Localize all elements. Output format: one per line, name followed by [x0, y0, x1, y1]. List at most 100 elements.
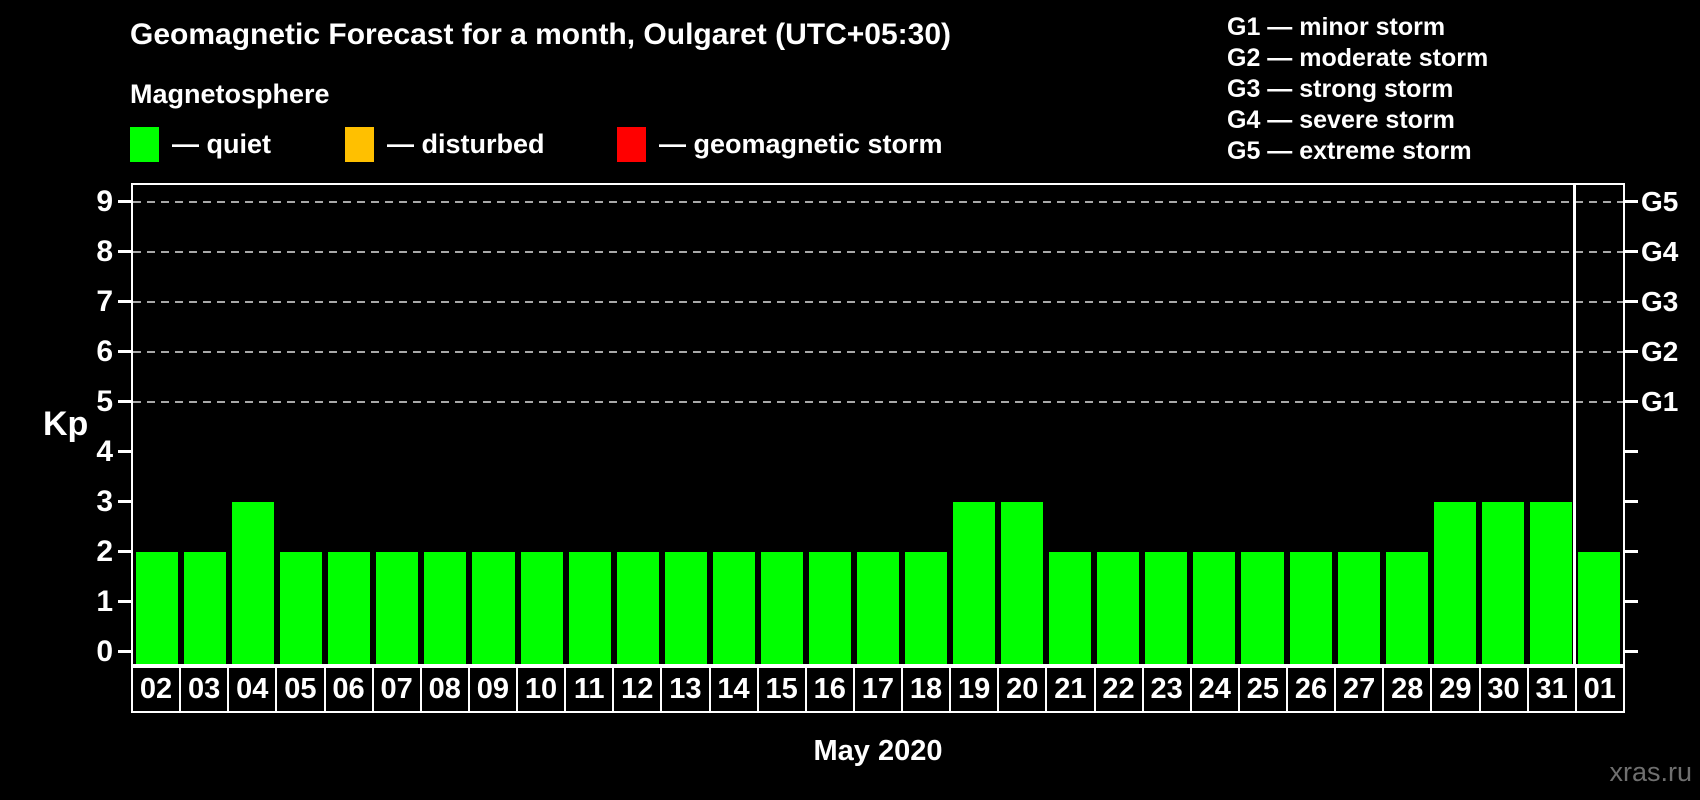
bar-day-31 [1529, 501, 1572, 664]
month-separator-line [1573, 185, 1577, 664]
right-tick-kp-8 [1625, 250, 1638, 253]
y-tick-label-0: 0 [96, 634, 113, 668]
legend-item-quiet: — quiet [130, 126, 271, 162]
bar-day-11 [568, 551, 611, 664]
bar-day-18 [905, 551, 948, 664]
y-tick-label-1: 1 [96, 584, 113, 618]
date-cell-23: 23 [1141, 666, 1192, 713]
bar-day-13 [664, 551, 707, 664]
right-axis-label-g5: G5 [1641, 185, 1679, 217]
date-cell-03: 03 [179, 666, 230, 713]
date-cell-10: 10 [516, 666, 567, 713]
bar-day-09 [472, 551, 515, 664]
right-axis-label-g3: G3 [1641, 285, 1679, 317]
date-cell-08: 08 [419, 666, 470, 713]
bar-day-19 [953, 501, 996, 664]
right-tick-kp-9 [1625, 200, 1638, 203]
legend-item-disturbed: — disturbed [345, 126, 545, 162]
bar-day-17 [856, 551, 900, 664]
right-axis-label-g1: G1 [1641, 385, 1679, 417]
left-tick-kp-4 [118, 450, 131, 453]
right-tick-kp-6 [1625, 350, 1638, 353]
date-cell-26: 26 [1286, 666, 1337, 713]
bar-day-04 [232, 501, 275, 664]
plot-inner [133, 185, 1623, 664]
bar-day-10 [520, 551, 563, 664]
bar-day-16 [808, 551, 851, 664]
date-cell-04: 04 [227, 666, 278, 713]
bar-day-02 [136, 551, 179, 664]
y-tick-label-2: 2 [96, 534, 113, 568]
bar-day-06 [328, 551, 371, 664]
date-cell-29: 29 [1430, 666, 1481, 713]
y-tick-label-9: 9 [96, 184, 113, 218]
y-tick-label-8: 8 [96, 234, 113, 268]
y-tick-label-3: 3 [96, 484, 113, 518]
chart-title: Geomagnetic Forecast for a month, Oulgar… [130, 18, 952, 51]
geomagnetic-storm-color-swatch [617, 126, 646, 162]
date-cell-01: 01 [1574, 666, 1625, 713]
date-cell-30: 30 [1478, 666, 1529, 713]
right-tick-kp-3 [1625, 500, 1638, 503]
y-tick-label-6: 6 [96, 334, 113, 368]
y-axis-title: Kp [43, 405, 89, 443]
bar-day-03 [184, 551, 227, 664]
storm-scale-g3: G3 — strong storm [1227, 75, 1454, 103]
date-cell-07: 07 [371, 666, 422, 713]
date-cell-21: 21 [1045, 666, 1096, 713]
date-cell-02: 02 [131, 666, 182, 713]
right-tick-kp-7 [1625, 300, 1638, 303]
bar-day-08 [424, 551, 467, 664]
storm-scale-g4: G4 — severe storm [1227, 106, 1455, 134]
bar-day-05 [280, 551, 323, 664]
legend-label-geomagnetic-storm: — geomagnetic storm [659, 128, 943, 159]
right-tick-kp-0 [1625, 650, 1638, 653]
bar-day-20 [1001, 501, 1044, 664]
gridline-kp-6 [133, 350, 1623, 353]
quiet-color-swatch [130, 126, 159, 162]
left-tick-kp-7 [118, 300, 131, 303]
legend-heading: Magnetosphere [130, 79, 330, 109]
plot-area [131, 183, 1625, 666]
bar-day-25 [1241, 551, 1284, 664]
date-cell-11: 11 [564, 666, 615, 713]
gridline-kp-5 [133, 400, 1623, 403]
date-cell-24: 24 [1189, 666, 1240, 713]
date-cell-12: 12 [612, 666, 663, 713]
bar-day-29 [1433, 501, 1476, 664]
bar-day-07 [376, 551, 419, 664]
right-axis-label-g4: G4 [1641, 235, 1679, 267]
y-tick-label-7: 7 [96, 284, 113, 318]
date-cell-09: 09 [467, 666, 518, 713]
date-cell-13: 13 [660, 666, 711, 713]
date-cell-18: 18 [901, 666, 952, 713]
bar-day-24 [1193, 551, 1236, 664]
bar-day-12 [616, 551, 659, 664]
date-cell-17: 17 [852, 666, 903, 713]
gridline-kp-7 [133, 300, 1623, 303]
date-cell-22: 22 [1093, 666, 1144, 713]
gridline-kp-8 [133, 250, 1623, 253]
bar-day-27 [1337, 551, 1380, 664]
right-tick-kp-5 [1625, 400, 1638, 403]
left-tick-kp-8 [118, 250, 131, 253]
x-axis-date-row: 02 03 04 05 06 07 08 09 10 11 12 13 14 15 16 17 18 19 20 21… [131, 666, 1625, 713]
date-cell-25: 25 [1237, 666, 1288, 713]
bar-day-22 [1097, 551, 1140, 664]
right-tick-kp-2 [1625, 550, 1638, 553]
bar-day-28 [1385, 551, 1428, 664]
left-tick-kp-2 [118, 550, 131, 553]
date-cell-27: 27 [1334, 666, 1385, 713]
bar-day-14 [712, 551, 755, 664]
bar-day-26 [1289, 551, 1332, 664]
date-cell-14: 14 [708, 666, 759, 713]
right-tick-kp-4 [1625, 450, 1638, 453]
date-cell-19: 19 [949, 666, 1000, 713]
watermark: xras.ru [1609, 757, 1692, 787]
storm-scale-g1: G1 — minor storm [1227, 13, 1446, 41]
date-cell-06: 06 [323, 666, 374, 713]
date-cell-15: 15 [756, 666, 807, 713]
bar-day-23 [1145, 551, 1188, 664]
x-axis-title: May 2020 [813, 735, 943, 767]
storm-scale-g5: G5 — extreme storm [1227, 137, 1472, 165]
